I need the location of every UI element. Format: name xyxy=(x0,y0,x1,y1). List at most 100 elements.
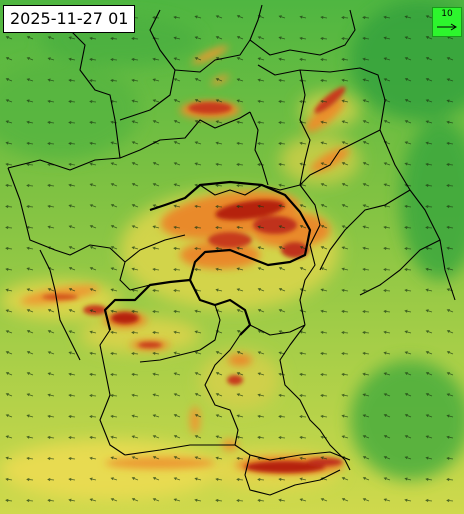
wind-arrow xyxy=(236,99,244,103)
wind-arrow xyxy=(26,414,34,418)
wind-arrow xyxy=(299,204,307,208)
wind-arrow xyxy=(47,309,55,313)
wind-arrow xyxy=(299,225,307,229)
wind-arrow xyxy=(89,162,97,166)
wind-arrow xyxy=(320,288,328,292)
wind-arrow xyxy=(5,141,13,145)
wind-arrow xyxy=(278,162,286,166)
wind-arrow xyxy=(194,393,202,397)
wind-arrow xyxy=(383,289,391,293)
wind-arrow xyxy=(173,351,181,355)
wind-arrow xyxy=(26,246,34,250)
wind-arrow xyxy=(47,498,55,503)
wind-arrow xyxy=(68,415,76,419)
wind-arrow xyxy=(5,309,13,313)
wind-arrow xyxy=(257,414,265,418)
wind-arrow xyxy=(404,204,412,208)
wind-arrow xyxy=(383,477,391,481)
wind-arrow xyxy=(236,372,244,376)
wind-arrow xyxy=(152,289,160,293)
wind-arrow xyxy=(152,456,160,460)
timestamp-label: 2025-11-27 01 xyxy=(3,5,136,33)
wind-arrow xyxy=(110,330,118,334)
wind-arrow xyxy=(131,246,139,250)
wind-arrow xyxy=(131,393,139,397)
wind-arrow xyxy=(257,372,265,376)
wind-arrow xyxy=(362,36,370,40)
wind-arrow xyxy=(110,120,118,124)
wind-arrow xyxy=(26,120,34,124)
wind-arrow xyxy=(5,477,13,481)
wind-arrow xyxy=(341,372,349,377)
wind-arrow xyxy=(194,414,202,418)
wind-arrow xyxy=(110,79,118,83)
wind-arrow xyxy=(68,267,76,271)
wind-arrow xyxy=(89,246,97,250)
wind-arrow xyxy=(446,205,454,209)
wind-arrow xyxy=(110,435,118,439)
wind-arrow xyxy=(89,351,97,355)
wind-arrow xyxy=(215,477,223,481)
high-value-zones xyxy=(42,86,346,473)
wind-arrow xyxy=(236,205,244,209)
wind-arrow xyxy=(446,435,454,439)
wind-arrow xyxy=(425,183,433,188)
wind-arrow xyxy=(362,57,370,61)
wind-arrow xyxy=(5,226,13,230)
wind-arrow xyxy=(68,162,76,166)
wind-arrow xyxy=(26,393,34,397)
wind-arrow xyxy=(26,288,34,292)
wind-arrow xyxy=(425,267,433,271)
wind-arrow xyxy=(194,99,202,103)
wind-arrow xyxy=(173,162,181,166)
wind-arrow xyxy=(278,78,286,82)
wind-arrow xyxy=(131,331,139,335)
wind-arrow xyxy=(26,309,34,313)
wind-arrow xyxy=(236,78,244,82)
wind-arrow xyxy=(383,456,391,460)
wind-arrow xyxy=(110,183,118,187)
wind-arrow xyxy=(215,15,223,19)
wind-arrow xyxy=(341,162,349,166)
wind-arrow xyxy=(173,477,181,481)
wind-arrow xyxy=(194,309,202,313)
wind-arrow xyxy=(89,36,97,40)
wind-arrow xyxy=(68,142,76,146)
wind-arrow xyxy=(320,246,328,250)
wind-arrow xyxy=(425,141,433,145)
wind-arrow xyxy=(5,393,13,397)
wind-arrow xyxy=(299,435,307,440)
wind-arrow xyxy=(110,246,118,250)
wind-arrow xyxy=(257,99,265,103)
wind-arrow xyxy=(173,289,181,293)
wind-arrow xyxy=(194,247,202,251)
wind-arrow xyxy=(47,414,55,418)
wind-arrow xyxy=(173,498,181,502)
wind-arrow xyxy=(236,57,244,61)
wind-arrow xyxy=(446,120,454,124)
wind-arrow xyxy=(404,309,412,313)
wind-arrow xyxy=(362,225,370,229)
wind-arrow xyxy=(131,456,139,460)
wind-arrow xyxy=(194,57,202,61)
wind-arrow xyxy=(68,100,76,104)
wind-arrow xyxy=(362,372,370,376)
wind-arrow xyxy=(131,498,139,502)
wind-arrow xyxy=(341,288,349,292)
wind-arrow xyxy=(131,57,139,62)
wind-arrow xyxy=(131,120,139,124)
wind-arrow xyxy=(278,246,286,250)
wind-arrow xyxy=(173,246,181,251)
wind-arrow xyxy=(215,351,223,355)
wind-arrow xyxy=(47,393,55,397)
wind-arrow xyxy=(278,498,286,502)
wind-arrow xyxy=(152,477,160,481)
wind-arrow xyxy=(194,36,202,40)
wind-arrow xyxy=(152,310,160,314)
wind-arrow xyxy=(89,394,97,398)
wind-arrow xyxy=(446,246,454,250)
wind-arrow xyxy=(131,99,139,103)
wind-arrow xyxy=(404,372,412,376)
wind-arrow xyxy=(68,498,76,502)
